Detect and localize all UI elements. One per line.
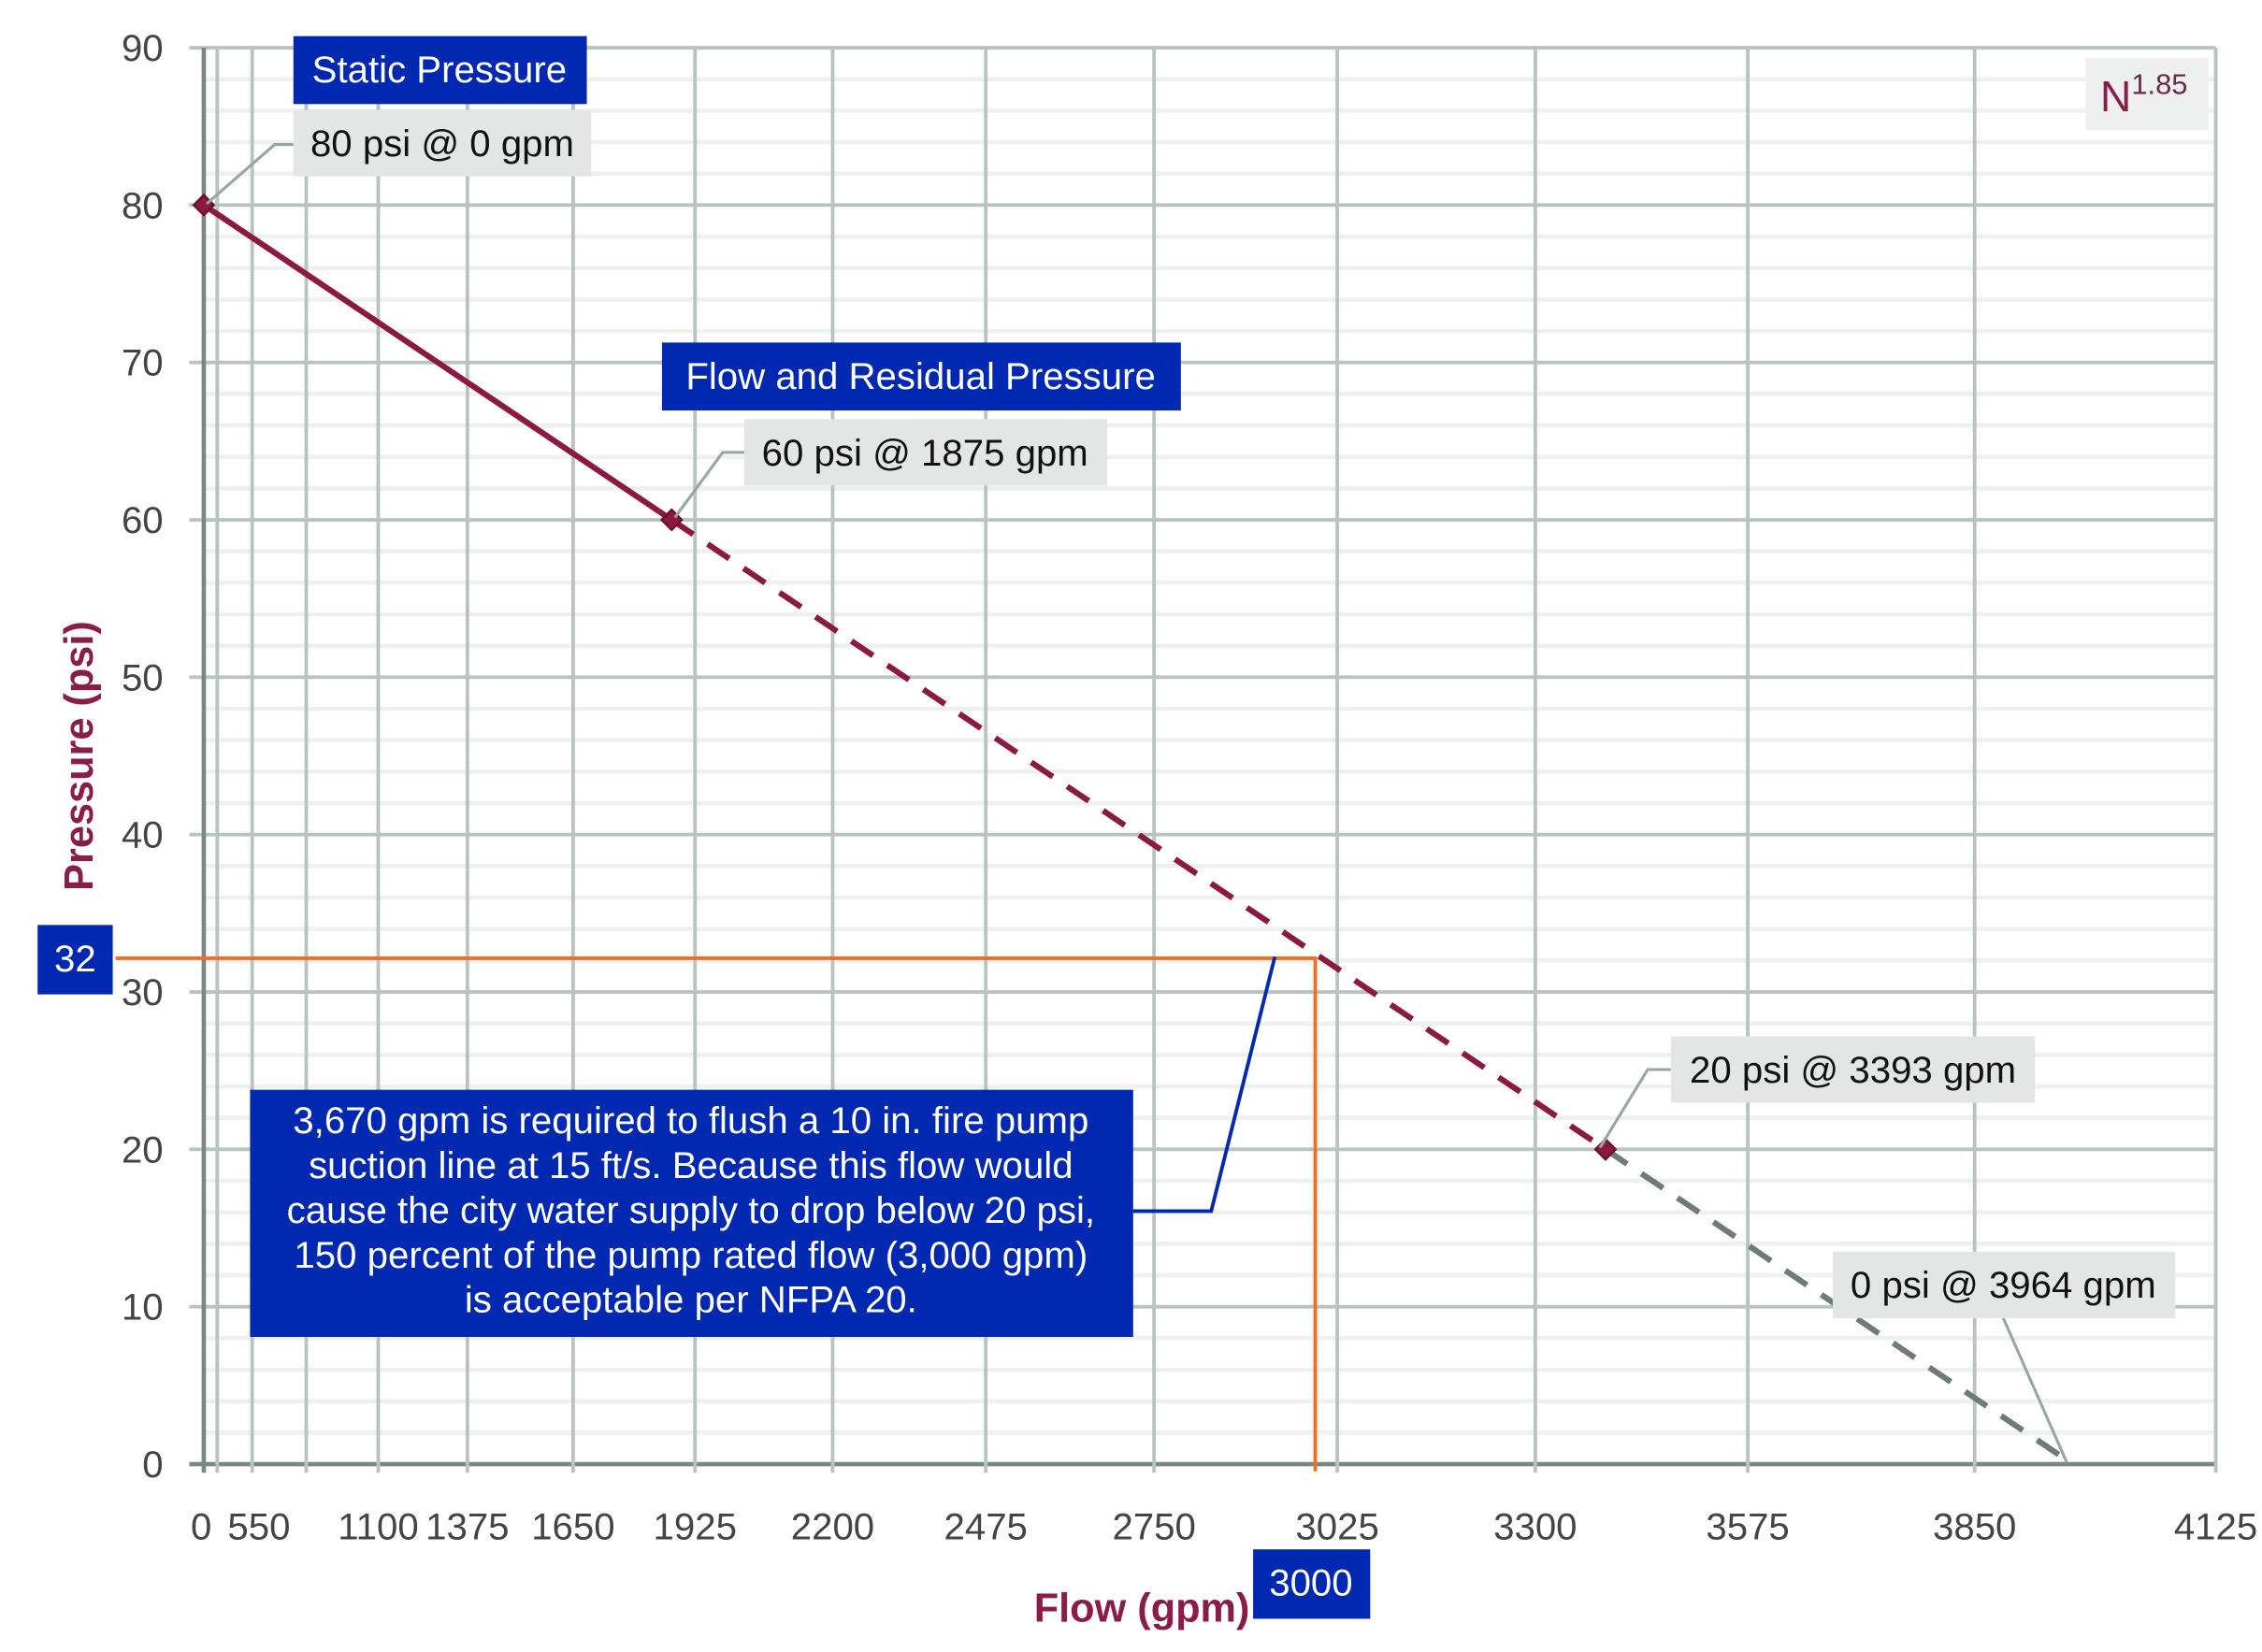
svg-text:3,670 gpm is required to flush: 3,670 gpm is required to flush a 10 in. …: [293, 1099, 1088, 1142]
svg-text:0 psi @ 3964 gpm: 0 psi @ 3964 gpm: [1851, 1264, 2156, 1306]
static-pressure-label: Static Pressure: [293, 36, 587, 105]
leader-lines: [206, 143, 2068, 1464]
reference-flow-label: 3000: [1253, 1549, 1371, 1619]
scale-label: N1.85: [2085, 57, 2209, 131]
note-box: 3,670 gpm is required to flush a 10 in. …: [250, 1089, 1133, 1337]
x-tick-label: 2200: [791, 1505, 874, 1547]
x-tick-label: 1375: [425, 1505, 509, 1547]
x-tick-label: 1100: [338, 1505, 418, 1547]
leader-20psi: [1598, 1068, 1671, 1149]
x-axis-title: Flow (gpm): [1034, 1587, 1250, 1631]
svg-text:32: 32: [54, 938, 96, 980]
tick-labels: 0 10 20 30 40 50 60 70 80 90 0 550 1100 1375 1650 1925 2…: [122, 27, 2257, 1547]
y-tick-label: 30: [122, 971, 164, 1013]
svg-text:N1.85: N1.85: [2100, 67, 2188, 121]
y-tick-label: 0: [142, 1444, 163, 1486]
point-20psi-value: 20 psi @ 3393 gpm: [1670, 1036, 2036, 1103]
y-tick-label: 50: [122, 656, 164, 698]
x-tick-label: 3025: [1295, 1505, 1378, 1547]
y-tick-label: 80: [122, 184, 164, 226]
residual-pressure-label: Flow and Residual Pressure: [661, 342, 1181, 411]
y-tick-label: 70: [122, 342, 164, 384]
x-tick-label: 3850: [1933, 1505, 2016, 1547]
leader-note: [1132, 955, 1277, 1214]
x-tick-label: 0: [191, 1505, 211, 1547]
x-tick-label: 3575: [1706, 1505, 1789, 1547]
svg-text:cause the city water supply to: cause the city water supply to drop belo…: [287, 1189, 1095, 1231]
x-tick-label: 1650: [531, 1505, 614, 1547]
residual-pressure-value: 60 psi @ 1875 gpm: [744, 419, 1107, 486]
svg-text:suction line at 15 ft/s. Becau: suction line at 15 ft/s. Because this fl…: [309, 1144, 1073, 1186]
point-0psi-value: 0 psi @ 3964 gpm: [1832, 1251, 2176, 1318]
leader-residual: [673, 451, 745, 519]
svg-text:20 psi @ 3393 gpm: 20 psi @ 3393 gpm: [1690, 1049, 2016, 1091]
svg-text:is acceptable per NFPA 20.: is acceptable per NFPA 20.: [465, 1279, 917, 1321]
svg-text:150 percent of the pump rated: 150 percent of the pump rated flow (3,00…: [294, 1234, 1088, 1276]
y-tick-label: 20: [122, 1128, 164, 1171]
x-tick-label: 3300: [1493, 1505, 1577, 1547]
y-tick-label: 60: [122, 499, 164, 541]
scale-exponent: 1.85: [2131, 67, 2187, 100]
x-tick-label: 550: [227, 1505, 290, 1547]
leader-0psi: [2001, 1317, 2068, 1464]
scale-base: N: [2100, 72, 2131, 121]
series-line-extrapolated: [670, 517, 1607, 1152]
svg-text:Flow and Residual Pressure: Flow and Residual Pressure: [685, 355, 1156, 397]
static-pressure-value: 80 psi @ 0 gpm: [293, 109, 592, 177]
y-axis-title: Pressure (psi): [57, 621, 102, 891]
x-tick-label: 2750: [1112, 1505, 1195, 1547]
svg-text:3000: 3000: [1269, 1562, 1352, 1604]
x-tick-label: 4125: [2174, 1505, 2257, 1547]
svg-text:60 psi @ 1875 gpm: 60 psi @ 1875 gpm: [762, 432, 1088, 474]
leader-static: [206, 143, 294, 206]
y-tick-label: 90: [122, 27, 164, 69]
svg-text:80 psi @ 0 gpm: 80 psi @ 0 gpm: [310, 122, 574, 165]
y-tick-label: 10: [122, 1286, 164, 1329]
svg-text:Static Pressure: Static Pressure: [312, 49, 567, 91]
y-tick-label: 40: [122, 814, 164, 856]
x-tick-label: 1925: [654, 1505, 737, 1547]
series-line-measured: [202, 202, 674, 523]
reference-pressure-label: 32: [37, 925, 113, 995]
x-tick-label: 2475: [944, 1505, 1028, 1547]
